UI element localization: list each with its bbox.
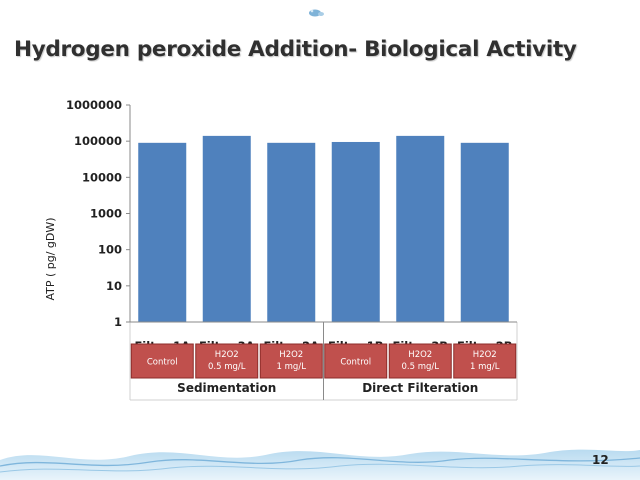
- top-droplet-icon: [309, 9, 324, 17]
- treatment-label: Control: [340, 358, 371, 368]
- treatment-label: 1 mg/L: [277, 362, 307, 372]
- treatment-box: [130, 343, 194, 379]
- group-label-0: Sedimentation: [177, 381, 276, 395]
- y-tick-label: 1: [114, 315, 122, 329]
- treatment-box: [259, 343, 323, 379]
- y-tick-label: 10000: [82, 170, 122, 184]
- treatment-label: H2O2: [279, 350, 303, 360]
- treatment-label: 0.5 mg/L: [402, 362, 440, 372]
- water-wave-decoration: [0, 449, 640, 480]
- slide-title: Hydrogen peroxide Addition- Biological A…: [14, 37, 577, 62]
- treatment-box: [388, 343, 452, 379]
- treatment-label: 0.5 mg/L: [208, 362, 246, 372]
- treatment-label: H2O2: [408, 350, 432, 360]
- treatment-label: H2O2: [215, 350, 239, 360]
- treatment-label: 1 mg/L: [470, 362, 500, 372]
- y-tick-label: 1000000: [66, 98, 122, 112]
- y-tick-label: 100: [98, 243, 122, 257]
- y-tick-label: 1000: [90, 207, 122, 221]
- treatment-label: H2O2: [473, 350, 497, 360]
- y-tick-label: 100000: [74, 134, 122, 148]
- y-axis-label: ATP ( pg/ gDW): [44, 217, 57, 300]
- y-tick-label: 10: [106, 279, 122, 293]
- treatment-box: [453, 343, 517, 379]
- treatment-box: [195, 343, 259, 379]
- bar-filter-1a: [138, 142, 187, 322]
- bar-filter-1b: [331, 141, 380, 322]
- page-number: 12: [592, 453, 609, 467]
- treatment-box: [324, 343, 388, 379]
- bar-filter-3a: [202, 135, 251, 322]
- bar-filter-2b: [460, 142, 509, 322]
- bar-filter-2a: [267, 142, 316, 322]
- group-label-1: Direct Filteration: [362, 381, 478, 395]
- treatment-label: Control: [147, 358, 178, 368]
- bar-filter-3b: [396, 135, 445, 322]
